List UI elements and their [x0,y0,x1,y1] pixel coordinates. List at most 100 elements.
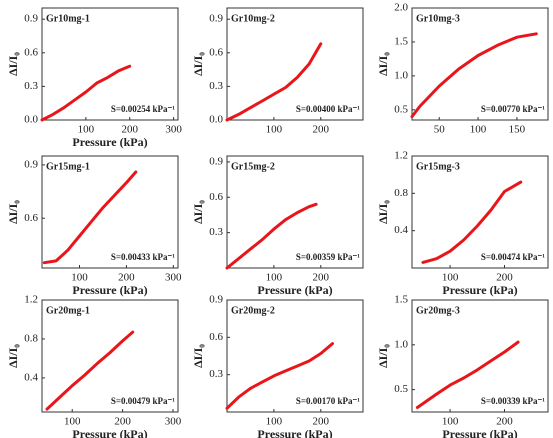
x-tick-label: 200 [118,272,135,284]
plot-frame [411,155,549,269]
panel-title: Gr20mg-2 [231,305,275,316]
x-tick-label: 100 [266,124,283,136]
data-line [42,170,138,265]
x-tick-label: 300 [165,272,182,284]
y-tick-label: 1.5 [394,35,408,47]
sensitivity-label: S=0.00254 kPa⁻¹ [111,104,175,114]
panel-title: Gr10mg-1 [46,13,90,24]
y-tick-label: 0.6 [24,46,38,58]
y-tick-label: 0.6 [24,212,38,224]
y-tick-label: 0.9 [209,155,223,167]
x-tick-label: 150 [509,124,526,136]
y-tick-label: 0.9 [24,13,38,25]
y-tick-label: 0.3 [209,226,223,238]
x-tick-label: 200 [313,124,330,136]
y-tick-label: 0.8 [394,187,408,199]
x-axis-label: Pressure (kPa) [257,283,332,297]
x-tick-label: 50 [434,124,446,136]
plot-frame [226,299,364,413]
plot-frame [41,7,179,121]
x-tick-label: 100 [442,272,459,284]
x-tick-label: 100 [71,272,88,284]
panel-title: Gr10mg-2 [231,13,275,24]
panel-title: Gr20mg-3 [416,305,460,316]
x-axis-label: Pressure (kPa) [72,427,147,438]
sensitivity-label: S=0.00170 kPa⁻¹ [296,396,360,406]
y-tick-label: 0.5 [394,383,408,395]
y-axis-label: ΔI/I₀ [376,52,390,76]
sensitivity-label: S=0.00359 kPa⁻¹ [296,252,360,262]
panel-title: Gr10mg-3 [416,13,460,24]
plot-frame [41,299,179,413]
y-tick-label: 0.6 [209,46,223,58]
x-axis-label: Pressure (kPa) [442,427,517,438]
y-tick-label: 0.4 [394,224,408,236]
y-axis-label: ΔI/I₀ [376,344,390,368]
x-axis-label: Pressure (kPa) [442,283,517,297]
data-line [421,180,523,264]
sensitivity-label: S=0.00479 kPa⁻¹ [111,396,175,406]
x-tick-label: 100 [78,124,95,136]
y-axis-label: ΔI/I₀ [191,344,205,368]
y-tick-label: 0.5 [394,103,408,115]
x-tick-label: 200 [121,124,138,136]
x-tick-label: 100 [266,272,283,284]
plot-frame [226,7,364,121]
y-tick-label: 0.0 [24,114,38,126]
data-line [225,342,334,410]
x-tick-label: 200 [313,416,330,428]
y-tick-label: 2.0 [394,2,408,14]
data-line [225,202,318,270]
panel-title: Gr20mg-1 [46,305,90,316]
x-tick-label: 200 [496,416,513,428]
y-axis-label: ΔI/I₀ [191,200,205,224]
data-line [410,32,538,119]
x-tick-label: 100 [442,416,459,428]
y-tick-label: 0.8 [24,332,38,344]
y-axis-label: ΔI/I₀ [191,52,205,76]
data-line [40,64,132,122]
y-axis-label: ΔI/I₀ [6,52,20,76]
sensitivity-label: S=0.00339 kPa⁻¹ [481,396,545,406]
sensitivity-label: S=0.00433 kPa⁻¹ [111,252,175,262]
panel-title: Gr15mg-2 [231,161,275,172]
y-axis-label: ΔI/I₀ [376,200,390,224]
y-tick-label: 0.9 [209,294,223,306]
sensitivity-label: S=0.00400 kPa⁻¹ [296,104,360,114]
y-tick-label: 0.0 [209,114,223,126]
x-tick-label: 200 [114,416,131,428]
x-tick-label: 300 [165,416,182,428]
y-tick-label: 1.0 [394,69,408,81]
x-tick-label: 200 [313,272,330,284]
y-tick-label: 1.5 [394,294,408,306]
panel-title: Gr15mg-1 [46,161,90,172]
y-tick-label: 1.0 [394,338,408,350]
y-tick-label: 1.2 [24,294,38,306]
panel-title: Gr15mg-3 [416,161,460,172]
x-tick-label: 100 [266,416,283,428]
x-axis-label: Pressure (kPa) [257,427,332,438]
y-tick-label: 0.6 [209,331,223,343]
y-axis-label: ΔI/I₀ [6,344,20,368]
x-tick-label: 100 [64,416,81,428]
sensitivity-label: S=0.00770 kPa⁻¹ [481,104,545,114]
y-tick-label: 0.4 [24,371,38,383]
plot-frame [226,155,364,269]
y-tick-label: 0.9 [209,13,223,25]
x-tick-label: 300 [165,124,182,136]
data-line [45,330,135,411]
x-axis-label: Pressure (kPa) [72,283,147,297]
data-line [225,42,323,122]
x-axis-label: Pressure (kPa) [72,135,147,149]
y-tick-label: 0.3 [209,80,223,92]
y-tick-label: 1.2 [394,150,408,162]
plot-frame [411,7,549,121]
sensitivity-label: S=0.00474 kPa⁻¹ [481,252,545,262]
y-tick-label: 0.9 [24,158,38,170]
y-tick-label: 0.6 [209,191,223,203]
x-tick-label: 200 [496,272,513,284]
plot-frame [41,155,179,269]
plot-frame [411,299,549,413]
y-tick-label: 0.3 [209,368,223,380]
